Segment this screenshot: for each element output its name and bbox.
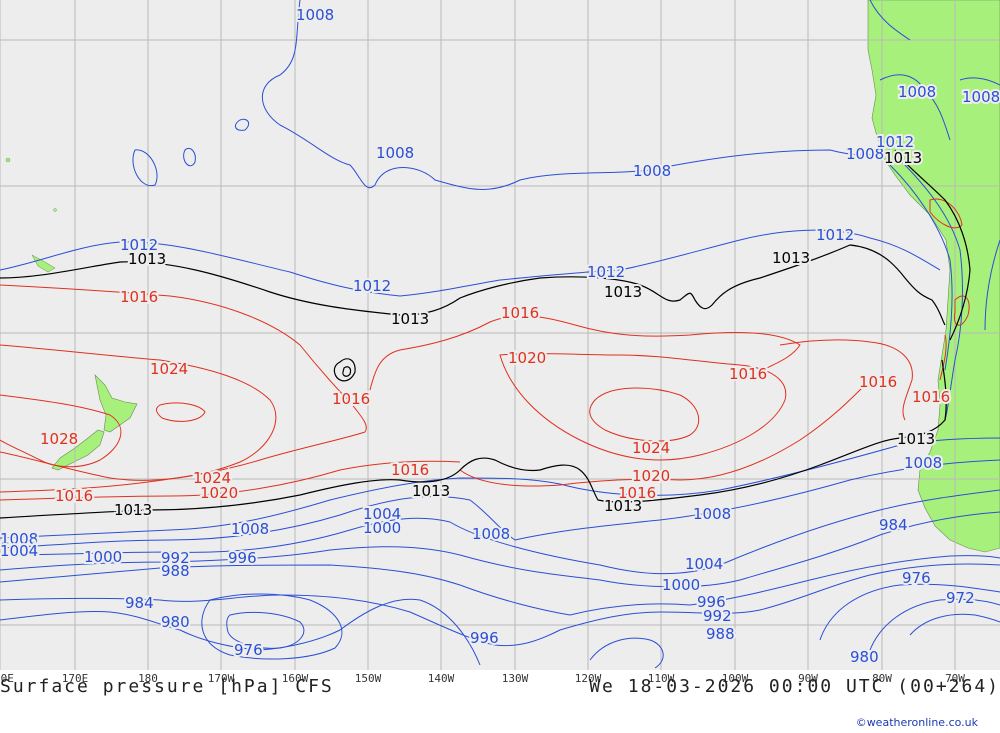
isobar-label: 1024 [632, 439, 670, 457]
fiji-islands [31, 254, 56, 273]
isobar-label: 1008 [962, 88, 1000, 106]
lon-label: 70W [945, 672, 965, 685]
lon-label: 100W [721, 672, 749, 685]
isobar-label: 1012 [816, 226, 854, 244]
lon-label: 130W [501, 672, 529, 685]
map-footer [0, 670, 1000, 733]
isobar-label: 1016 [391, 461, 429, 479]
isobar-label: 1016 [55, 487, 93, 505]
lon-label: 160W [281, 672, 309, 685]
isobar-label: 1008 [898, 83, 936, 101]
isobar-label: 1013 [884, 149, 922, 167]
isobar-label: 1008 [846, 145, 884, 163]
isobar-label: 1012 [876, 133, 914, 151]
longitude-axis: 60E 170E 180 170W 160W 150W 140W 130W 12… [0, 672, 1000, 688]
isobar-labels-blue: 1008 1008 1008 1008 1012 1012 1012 1012 … [0, 4, 1000, 668]
island-dot [53, 208, 57, 212]
island-dot [5, 157, 11, 163]
isobar-label: 1008 [472, 525, 510, 543]
isobar-label: 1008 [296, 6, 334, 24]
new-zealand-north-island [94, 374, 138, 433]
isobar-label: 992 [703, 607, 732, 625]
isobar-label: 1013 [412, 482, 450, 500]
lon-label: 180 [138, 672, 158, 685]
isobar-label: 1020 [508, 349, 546, 367]
isobar-label: 972 [946, 589, 975, 607]
ocean-background [0, 0, 1000, 670]
isobar-label: 1013 [604, 283, 642, 301]
valid-time: We 18-03-2026 00:00 UTC (00+264) [589, 676, 1000, 697]
isobar-label: 992 [161, 549, 190, 567]
isobar-label: 1016 [912, 388, 950, 406]
isobar-label: 1000 [84, 548, 122, 566]
credit-link[interactable]: ©weatheronline.co.uk [855, 716, 978, 729]
isobar-label: 1008 [693, 505, 731, 523]
isobar-label: 1028 [40, 430, 78, 448]
isobar-label: 1016 [120, 288, 158, 306]
south-america-land [867, 0, 1000, 553]
isobar-label: 1000 [662, 576, 700, 594]
isobar-labels-red: 1016 1024 1028 1016 1016 1016 1020 1016 … [38, 286, 952, 507]
isobar-label: 980 [850, 648, 879, 666]
isobar-label: 1013 [897, 430, 935, 448]
isobar-label: 976 [234, 641, 263, 659]
isobar-label: 1004 [685, 555, 723, 573]
isobar-label: 1024 [193, 469, 231, 487]
isobar-label: 1012 [353, 277, 391, 295]
isobar-label: 1004 [363, 505, 401, 523]
isobar-label: 1008 [904, 454, 942, 472]
isobar-label: 1016 [501, 304, 539, 322]
isobar-label: 1024 [150, 360, 188, 378]
isobar-label: 1008 [0, 530, 38, 548]
lon-label: 60E [0, 672, 14, 685]
isobar-label: 1016 [859, 373, 897, 391]
isobar-label: 984 [125, 594, 154, 612]
isobar-label: 1013 [604, 497, 642, 515]
isobar-label: 1020 [632, 467, 670, 485]
isobar-label: 988 [161, 562, 190, 580]
isobar-label: 1016 [729, 365, 767, 383]
isobar-1013 [0, 149, 971, 519]
isobar-label: 976 [902, 569, 931, 587]
lon-label: 170W [207, 672, 235, 685]
isobars-high [0, 198, 970, 501]
lon-label: 90W [798, 672, 818, 685]
isobar-label: 1013 [114, 501, 152, 519]
lon-label: 80W [872, 672, 892, 685]
isobar-label: 1020 [200, 484, 238, 502]
isobar-label: 996 [228, 549, 257, 567]
isobar-label: 1012 [587, 263, 625, 281]
lon-label: 110W [647, 672, 675, 685]
lon-label: 170E [61, 672, 89, 685]
isobar-label: 1013 [128, 250, 166, 268]
isobar-label: 980 [161, 613, 190, 631]
map-title: Surface pressure [hPa] CFS [0, 676, 334, 697]
isobars-low-south [0, 437, 1000, 669]
new-zealand-south-island [51, 429, 105, 471]
isobar-label: 1013 [391, 310, 429, 328]
pressure-map: 1008 1008 1008 1008 1012 1012 1012 1012 … [0, 0, 1000, 670]
isobar-label: 1000 [363, 519, 401, 537]
isobar-label: 988 [706, 625, 735, 643]
isobar-label: 1016 [618, 484, 656, 502]
lon-label: 140W [427, 672, 455, 685]
isobar-label: 1004 [0, 542, 38, 560]
lon-label: 120W [574, 672, 602, 685]
isobar-label: 1012 [120, 236, 158, 254]
isobar-label: 1013 [772, 249, 810, 267]
isobars-land [869, 0, 1000, 421]
isobar-label: 1008 [633, 162, 671, 180]
isobar-label: 996 [470, 629, 499, 647]
isobar-label: 984 [879, 516, 908, 534]
lon-label: 150W [354, 672, 382, 685]
isobars-low-north [0, 0, 941, 297]
isobar-label: 1000 [662, 576, 700, 594]
isobar-label: 1008 [231, 520, 269, 538]
isobar-label: 1008 [376, 144, 414, 162]
isobar-label: 1016 [332, 390, 370, 408]
isobar-labels-black: 1013 1013 1013 1013 1013 1013 1013 1013 … [112, 147, 937, 521]
isobar-label: 996 [697, 593, 726, 611]
